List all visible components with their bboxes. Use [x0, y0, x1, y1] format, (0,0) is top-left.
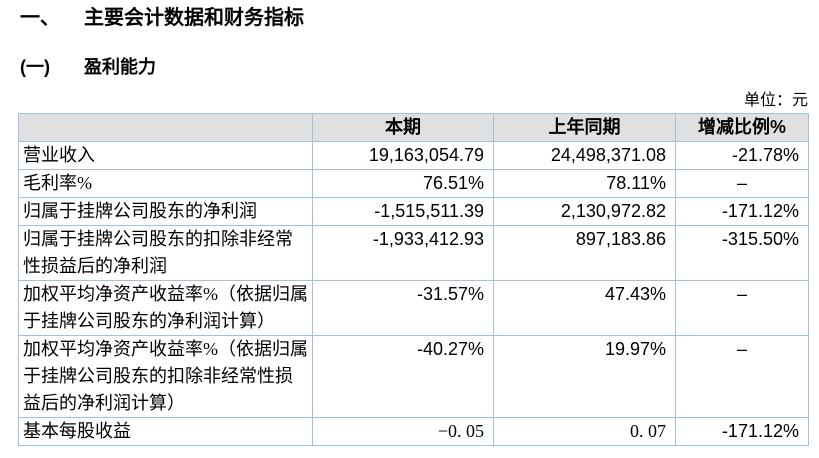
current-value: -40.27% [312, 335, 494, 418]
table-row-weighted-roe: 加权平均净资产收益率%（依据归属于挂牌公司股东的净利润计算） -31.57% 4… [18, 280, 809, 336]
prior-value: 78.11% [493, 169, 676, 198]
unit-label: 单位：元 [743, 92, 808, 109]
change-value: -315.50% [675, 225, 809, 281]
table-row-net-profit-excl-nonrecurring: 归属于挂牌公司股东的扣除非经常性损益后的净利润 -1,933,412.93 89… [18, 225, 809, 281]
row-label: 营业收入 [18, 141, 313, 170]
table-row-operating-revenue: 营业收入 19,163,054.79 24,498,371.08 -21.78% [18, 141, 809, 170]
row-label: 加权平均净资产收益率%（依据归属于挂牌公司股东的净利润计算） [18, 280, 313, 336]
change-value: – [675, 169, 809, 198]
header-change-ratio: 增减比例% [675, 113, 809, 142]
change-value: -171.12% [675, 197, 809, 226]
row-label: 基本每股收益 [18, 417, 313, 446]
header-prior-period: 上年同期 [493, 113, 676, 142]
table-header-row: 本期 上年同期 增减比例% [18, 113, 809, 142]
profitability-table: 本期 上年同期 增减比例% 营业收入 19,163,054.79 24,498,… [18, 113, 809, 446]
prior-value: 2,130,972.82 [493, 197, 676, 226]
section-heading: 一、 主要会计数据和财务指标 [20, 7, 819, 29]
document-page: 一、 主要会计数据和财务指标 (一) 盈利能力 单位：元 本期 上年同期 增减比例%… [0, 7, 819, 446]
current-value: 76.51% [312, 169, 494, 198]
header-current-period: 本期 [312, 113, 494, 142]
current-value: -31.57% [312, 280, 494, 336]
table-row-net-profit: 归属于挂牌公司股东的净利润 -1,515,511.39 2,130,972.82… [18, 197, 809, 226]
current-value: -1,933,412.93 [312, 225, 494, 281]
change-value: – [675, 280, 809, 336]
prior-value: 47.43% [493, 280, 676, 336]
prior-value: 24,498,371.08 [493, 141, 676, 170]
prior-value: 897,183.86 [493, 225, 676, 281]
table-row-basic-eps: 基本每股收益 −0. 05 0. 07 -171.12% [18, 417, 809, 446]
subsection-heading: (一) 盈利能力 [20, 57, 819, 77]
row-label: 加权平均净资产收益率%（依据归属于挂牌公司股东的扣除非经常性损益后的净利润计算） [18, 335, 313, 418]
current-value: -1,515,511.39 [312, 197, 494, 226]
change-value: -21.78% [675, 141, 809, 170]
prior-value: 0. 07 [493, 417, 676, 446]
section-number: 一、 [20, 7, 60, 29]
current-value: 19,163,054.79 [312, 141, 494, 170]
header-indicator [18, 113, 313, 142]
subsection-number: (一) [20, 57, 50, 77]
subsection-title: 盈利能力 [84, 57, 156, 77]
row-label: 毛利率% [18, 169, 313, 198]
change-value: -171.12% [675, 417, 809, 446]
table-row-gross-margin: 毛利率% 76.51% 78.11% – [18, 169, 809, 198]
section-title: 主要会计数据和财务指标 [84, 7, 304, 29]
current-value: −0. 05 [312, 417, 494, 446]
row-label: 归属于挂牌公司股东的扣除非经常性损益后的净利润 [18, 225, 313, 281]
prior-value: 19.97% [493, 335, 676, 418]
change-value: – [675, 335, 809, 418]
table-row-weighted-roe-excl-nonrecurring: 加权平均净资产收益率%（依据归属于挂牌公司股东的扣除非经常性损益后的净利润计算）… [18, 335, 809, 418]
row-label: 归属于挂牌公司股东的净利润 [18, 197, 313, 226]
